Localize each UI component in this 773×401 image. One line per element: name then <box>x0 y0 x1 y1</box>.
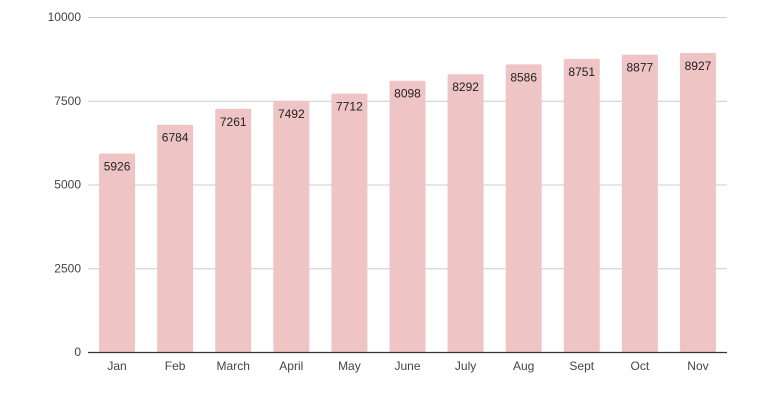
bar <box>447 74 484 352</box>
x-tick-label: Jan <box>107 359 126 373</box>
data-label: 8751 <box>568 65 595 79</box>
x-tick-label: July <box>455 359 476 373</box>
data-label: 8098 <box>394 87 421 101</box>
bar <box>389 80 426 352</box>
data-label: 7261 <box>220 115 247 129</box>
x-tick-label: May <box>338 359 361 373</box>
bar <box>505 64 542 352</box>
bar <box>563 58 600 353</box>
data-label: 8927 <box>685 59 712 73</box>
x-axis: Jan Feb March April May June July Aug Sept Oct Nov <box>88 351 727 373</box>
y-tick-label: 0 <box>74 345 81 359</box>
x-tick-label: Sept <box>569 359 594 373</box>
bar <box>157 124 194 353</box>
bar <box>215 108 252 352</box>
x-tick-label: Nov <box>687 359 708 373</box>
bar <box>273 101 310 352</box>
x-tick-label: June <box>394 359 420 373</box>
x-tick-label: March <box>217 359 250 373</box>
bar <box>331 93 368 352</box>
data-label: 5926 <box>104 159 131 173</box>
data-label: 8877 <box>627 61 654 75</box>
x-tick-label: Aug <box>513 359 534 373</box>
y-tick-label: 10000 <box>48 10 82 24</box>
bar <box>99 153 136 352</box>
data-label: 7492 <box>278 107 305 121</box>
data-label: 8292 <box>452 80 479 94</box>
y-axis: 0 2500 5000 7500 10000 <box>48 10 82 359</box>
data-label: 7712 <box>336 100 363 114</box>
bar <box>679 52 716 353</box>
bar <box>621 54 658 353</box>
data-label: 8586 <box>510 70 537 84</box>
x-tick-label: April <box>279 359 303 373</box>
x-tick-label: Feb <box>165 359 186 373</box>
bars <box>99 52 716 353</box>
data-labels: 5926 6784 7261 7492 7712 8098 8292 8586 8751 8877… <box>104 59 712 174</box>
x-tick-label: Oct <box>631 359 650 373</box>
y-tick-label: 2500 <box>54 261 81 275</box>
y-tick-label: 7500 <box>54 94 81 108</box>
y-tick-label: 5000 <box>54 178 81 192</box>
data-label: 6784 <box>162 131 189 145</box>
